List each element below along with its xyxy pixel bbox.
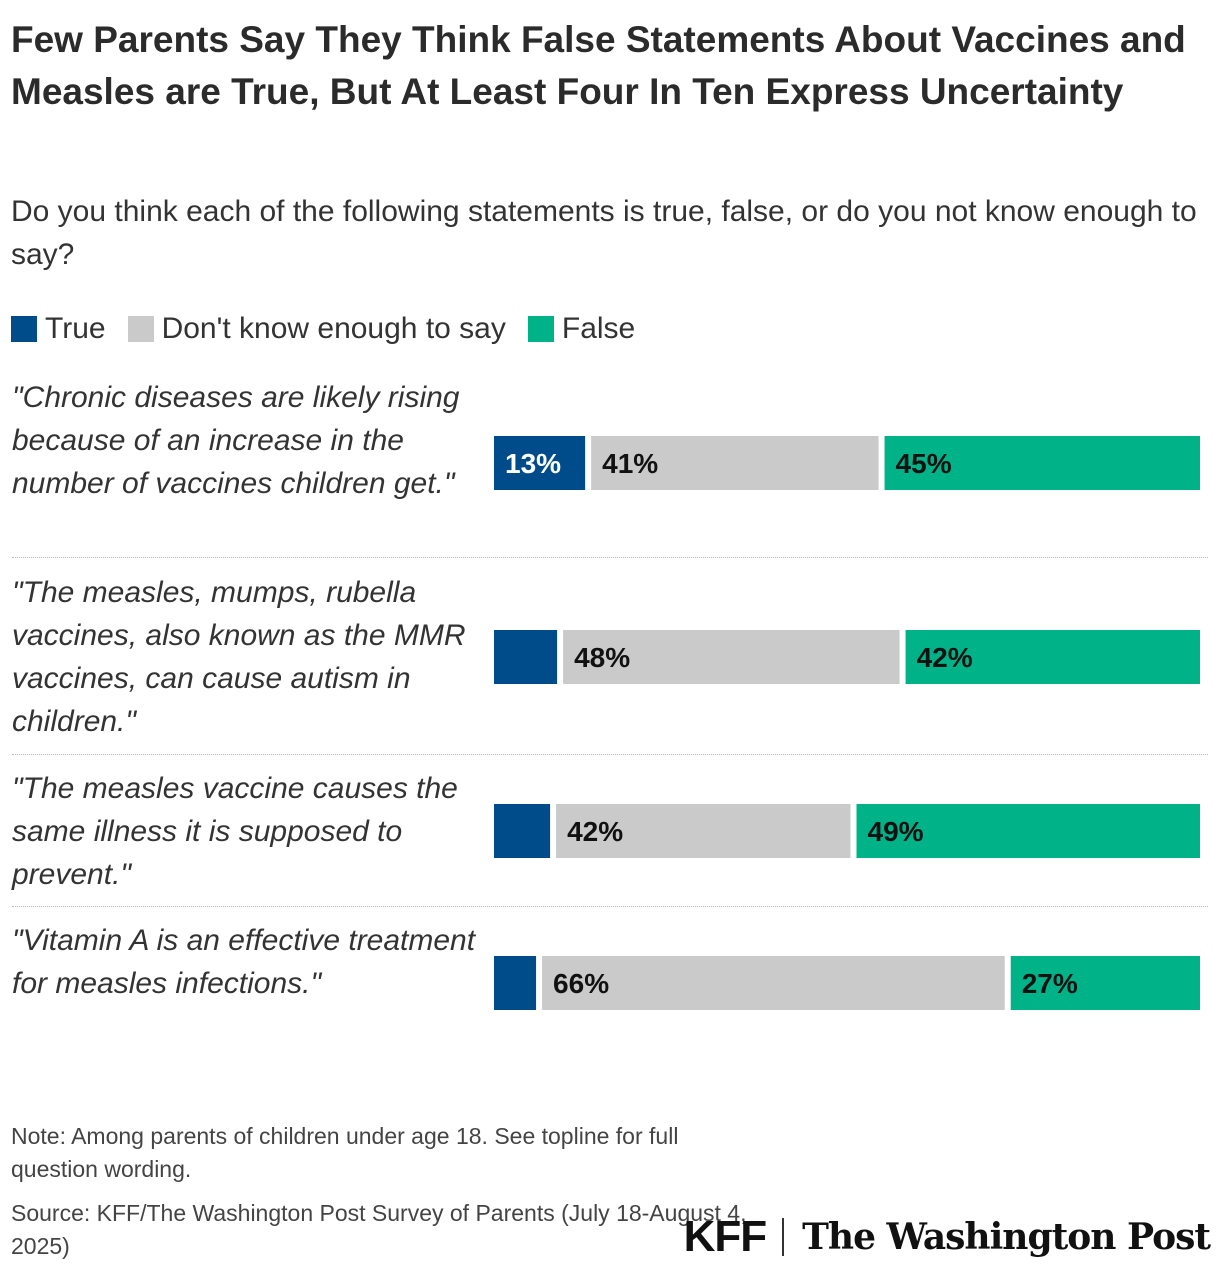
bar-label-dont-know-row-1: 41% xyxy=(602,448,658,479)
bar-true-row-2 xyxy=(494,630,558,684)
legend-swatch-true xyxy=(11,316,37,342)
legend-item-true: True xyxy=(11,312,106,346)
bar-label-dont-know-row-2: 48% xyxy=(574,642,630,673)
legend-swatch-false xyxy=(527,316,554,342)
chart-source: Source: KFF/The Washington Post Survey o… xyxy=(11,1200,747,1259)
row-divider xyxy=(12,754,1208,755)
legend-label-true: True xyxy=(45,312,106,345)
legend-item-dont-know: Don't know enough to say xyxy=(127,312,506,346)
row-label-measles-vaccine-illness: "The measles vaccine causes the same ill… xyxy=(12,772,458,891)
bar-false-row-4 xyxy=(1010,956,1200,1010)
bar-true-row-1 xyxy=(494,436,586,490)
row-label-chronic-diseases: "Chronic diseases are likely rising beca… xyxy=(12,381,460,500)
bar-dont-know-row-2 xyxy=(563,630,900,684)
legend: True Don't know enough to say False xyxy=(11,309,657,349)
row-divider xyxy=(12,906,1208,907)
bar-label-false-row-3: 49% xyxy=(868,816,924,847)
legend-item-false: False xyxy=(527,312,636,346)
bar-label-dont-know-row-3: 42% xyxy=(567,816,623,847)
bar-dont-know-row-1 xyxy=(591,436,879,490)
chart-subtitle: Do you think each of the following state… xyxy=(11,195,1197,271)
bar-false-row-2 xyxy=(905,630,1200,684)
bar-dont-know-row-4 xyxy=(542,956,1005,1010)
logo-separator xyxy=(782,1218,785,1256)
legend-label-dont-know: Don't know enough to say xyxy=(161,312,506,345)
bar-dont-know-row-3 xyxy=(556,804,851,858)
bar-label-dont-know-row-4: 66% xyxy=(553,968,609,999)
row-label-mmr-autism: "The measles, mumps, rubella vaccines, a… xyxy=(12,576,466,738)
chart-note: Note: Among parents of children under ag… xyxy=(11,1123,679,1182)
bar-label-false-row-4: 27% xyxy=(1022,968,1078,999)
bar-label-true-row-1: 13% xyxy=(505,448,561,479)
bar-label-false-row-2: 42% xyxy=(917,642,973,673)
bar-true-row-3 xyxy=(494,804,551,858)
washington-post-logo: The Washington Post xyxy=(802,1216,1211,1258)
bar-label-false-row-1: 45% xyxy=(896,448,952,479)
stacked-bar-chart: 13% 41% 45% 48% 42% 42% 49% 66% 27% xyxy=(494,436,1200,1010)
legend-label-false: False xyxy=(561,312,636,345)
chart-title: Few Parents Say They Think False Stateme… xyxy=(11,19,1186,112)
legend-swatch-dont-know xyxy=(127,316,154,342)
row-divider xyxy=(12,557,1208,558)
bar-false-row-1 xyxy=(884,436,1200,490)
bar-false-row-3 xyxy=(856,804,1200,858)
bar-true-row-4 xyxy=(494,956,537,1010)
row-label-vitamin-a: "Vitamin A is an effective treatment for… xyxy=(12,924,476,1000)
kff-logo: KFF xyxy=(683,1212,768,1261)
logos: KFF The Washington Post xyxy=(683,1212,1211,1262)
